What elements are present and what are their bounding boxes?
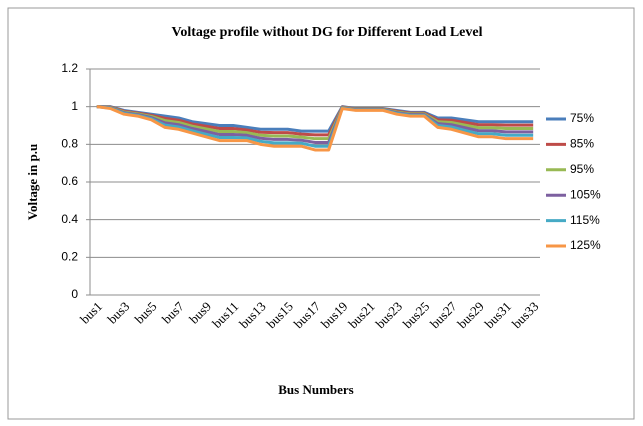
y-tick-label: 1	[71, 99, 78, 113]
legend-label: 115%	[570, 213, 600, 227]
x-axis-title: Bus Numbers	[278, 382, 354, 397]
y-tick-label: 0.4	[61, 212, 78, 226]
y-axis-title: Voltage in p.u	[25, 144, 40, 220]
series-line	[96, 105, 534, 152]
series-line	[96, 105, 534, 133]
chart-frame	[7, 7, 635, 420]
legend-label: 95%	[570, 162, 594, 176]
y-tick-label: 0.2	[61, 250, 78, 264]
legend-label: 75%	[570, 111, 594, 125]
legend-label: 85%	[570, 137, 594, 151]
series-line	[96, 105, 534, 148]
legend-label: 105%	[570, 187, 601, 201]
chart-title: Voltage profile without DG for Different…	[172, 25, 483, 40]
legend-label: 125%	[570, 238, 601, 252]
series-line	[96, 105, 534, 137]
y-tick-label: 0	[71, 287, 78, 301]
y-tick-label: 0.6	[61, 174, 78, 188]
y-tick-label: 0.8	[61, 137, 78, 151]
y-tick-label: 1.2	[61, 61, 78, 75]
series-line	[96, 105, 534, 144]
series-line	[96, 105, 534, 141]
